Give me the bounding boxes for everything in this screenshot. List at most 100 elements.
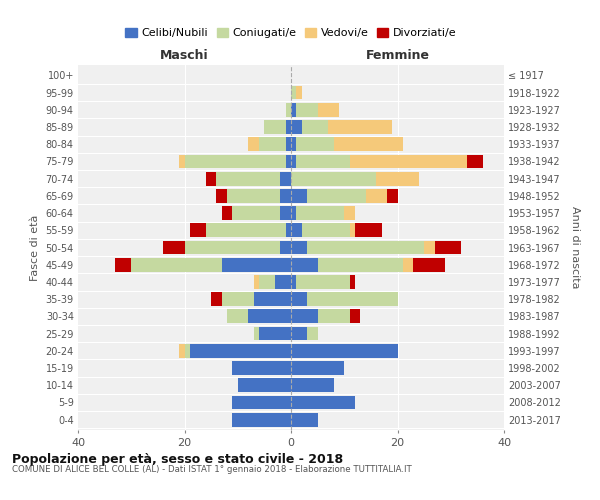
Bar	[291, 172, 376, 185]
Bar	[307, 240, 424, 254]
Bar	[291, 189, 307, 202]
Bar	[232, 413, 291, 426]
Bar	[291, 154, 296, 168]
Bar	[163, 240, 185, 254]
Bar	[115, 258, 131, 272]
Bar	[185, 344, 190, 358]
Bar	[259, 138, 286, 151]
Bar	[238, 378, 291, 392]
Bar	[296, 138, 334, 151]
Bar	[217, 189, 227, 202]
Bar	[403, 258, 413, 272]
Bar	[291, 396, 355, 409]
Bar	[291, 326, 307, 340]
Bar	[227, 310, 248, 324]
Bar	[286, 154, 291, 168]
Bar	[280, 240, 291, 254]
Bar	[344, 206, 355, 220]
Bar	[467, 154, 483, 168]
Bar	[291, 413, 317, 426]
Y-axis label: Fasce di età: Fasce di età	[30, 214, 40, 280]
Bar	[291, 258, 317, 272]
Bar	[291, 361, 344, 375]
Bar	[307, 326, 317, 340]
Bar	[291, 240, 307, 254]
Bar	[365, 189, 387, 202]
Text: Femmine: Femmine	[365, 48, 430, 62]
Bar	[317, 103, 339, 117]
Bar	[307, 292, 398, 306]
Bar	[248, 138, 259, 151]
Y-axis label: Anni di nascita: Anni di nascita	[571, 206, 580, 289]
Bar	[232, 206, 280, 220]
Bar	[275, 275, 291, 289]
Bar	[350, 224, 355, 237]
Bar	[222, 206, 232, 220]
Bar	[350, 310, 360, 324]
Bar	[185, 240, 280, 254]
Bar	[211, 292, 222, 306]
Bar	[280, 189, 291, 202]
Bar	[227, 189, 280, 202]
Bar	[206, 224, 286, 237]
Bar	[286, 224, 291, 237]
Bar	[291, 275, 296, 289]
Bar	[222, 292, 254, 306]
Bar	[350, 154, 467, 168]
Bar	[296, 103, 317, 117]
Bar	[296, 275, 350, 289]
Bar	[302, 120, 328, 134]
Bar	[302, 224, 350, 237]
Bar	[350, 275, 355, 289]
Bar	[265, 120, 286, 134]
Bar	[232, 361, 291, 375]
Bar	[248, 310, 291, 324]
Bar	[259, 275, 275, 289]
Bar	[280, 206, 291, 220]
Bar	[376, 172, 419, 185]
Bar	[307, 189, 365, 202]
Bar	[190, 344, 291, 358]
Bar	[291, 378, 334, 392]
Bar	[291, 310, 317, 324]
Bar	[296, 206, 344, 220]
Bar	[317, 310, 350, 324]
Bar	[254, 292, 291, 306]
Bar	[334, 138, 403, 151]
Bar	[291, 86, 296, 100]
Text: Popolazione per età, sesso e stato civile - 2018: Popolazione per età, sesso e stato civil…	[12, 452, 343, 466]
Legend: Celibi/Nubili, Coniugati/e, Vedovi/e, Divorziati/e: Celibi/Nubili, Coniugati/e, Vedovi/e, Di…	[121, 23, 461, 42]
Bar	[328, 120, 392, 134]
Bar	[413, 258, 445, 272]
Bar	[232, 396, 291, 409]
Bar	[291, 138, 296, 151]
Bar	[286, 103, 291, 117]
Bar	[387, 189, 398, 202]
Bar	[259, 326, 291, 340]
Bar	[435, 240, 461, 254]
Bar	[291, 103, 296, 117]
Bar	[291, 224, 302, 237]
Bar	[317, 258, 403, 272]
Bar	[286, 138, 291, 151]
Bar	[254, 326, 259, 340]
Bar	[291, 292, 307, 306]
Bar	[296, 154, 350, 168]
Bar	[355, 224, 382, 237]
Bar	[206, 172, 217, 185]
Bar	[291, 206, 296, 220]
Bar	[280, 172, 291, 185]
Bar	[286, 120, 291, 134]
Bar	[217, 172, 280, 185]
Bar	[222, 258, 291, 272]
Bar	[131, 258, 222, 272]
Bar	[424, 240, 435, 254]
Bar	[291, 344, 398, 358]
Bar	[185, 154, 286, 168]
Text: COMUNE DI ALICE BEL COLLE (AL) - Dati ISTAT 1° gennaio 2018 - Elaborazione TUTTI: COMUNE DI ALICE BEL COLLE (AL) - Dati IS…	[12, 466, 412, 474]
Bar	[179, 344, 185, 358]
Bar	[179, 154, 185, 168]
Bar	[190, 224, 206, 237]
Bar	[254, 275, 259, 289]
Bar	[291, 120, 302, 134]
